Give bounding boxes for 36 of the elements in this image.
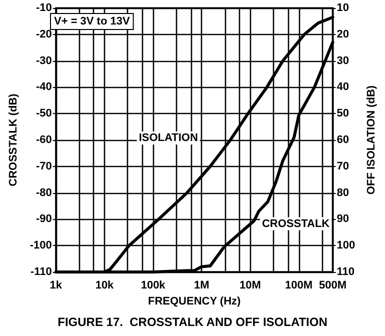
y-tick-label: -70 — [36, 160, 52, 172]
y-tick-label: -100 — [30, 240, 52, 252]
y2-tick-label: 30 — [336, 54, 349, 67]
x-axis-title: FREQUENCY (Hz) — [148, 295, 242, 308]
x-tick-label: 500M — [318, 280, 347, 292]
y2-tick-label: 80 — [336, 186, 349, 199]
text: ISOLATION — [138, 132, 198, 144]
y-tick-label: -40 — [36, 81, 52, 94]
y-tick-label: -10 — [36, 2, 52, 14]
y2-tick-label: 90 — [336, 213, 349, 226]
y2-tick-label: 50 — [336, 108, 349, 120]
y2-tick-label: 100 — [336, 240, 356, 252]
y2-tick-label: 60 — [336, 134, 349, 146]
x-tick-label: 100k — [140, 280, 166, 292]
x-tick-label: 1M — [194, 280, 210, 292]
y-tick-label: -90 — [36, 213, 52, 226]
y-tick-label: -80 — [36, 186, 52, 199]
y2-tick-label: 20 — [336, 28, 349, 40]
x-tick-label: 100M — [285, 280, 313, 292]
annotation: V+ = 3V to 13V — [54, 16, 130, 28]
x-tick-label: 1k — [50, 280, 63, 292]
y2-tick-label: 110 — [336, 266, 354, 278]
y2-tick-label: 70 — [336, 160, 349, 172]
y-tick-label: -110 — [30, 266, 52, 278]
y-tick-label: -60 — [36, 134, 52, 146]
y2-axis-title: OFF ISOLATION (dB) — [366, 85, 378, 195]
y-tick-label: -30 — [36, 54, 52, 67]
y-tick-label: -20 — [36, 28, 52, 40]
x-tick-label: 10k — [95, 280, 115, 292]
y-axis-title: CROSSTALK (dB) — [8, 93, 20, 186]
y2-tick-label: 40 — [336, 81, 349, 94]
x-tick-label: 10M — [240, 280, 261, 292]
series-label: CROSSTALK — [262, 218, 330, 230]
text: FIGURE 17. CROSSTALK AND OFF ISOLATION — [58, 315, 328, 329]
y2-tick-label: 10 — [336, 2, 349, 14]
y-tick-label: -50 — [36, 108, 52, 120]
